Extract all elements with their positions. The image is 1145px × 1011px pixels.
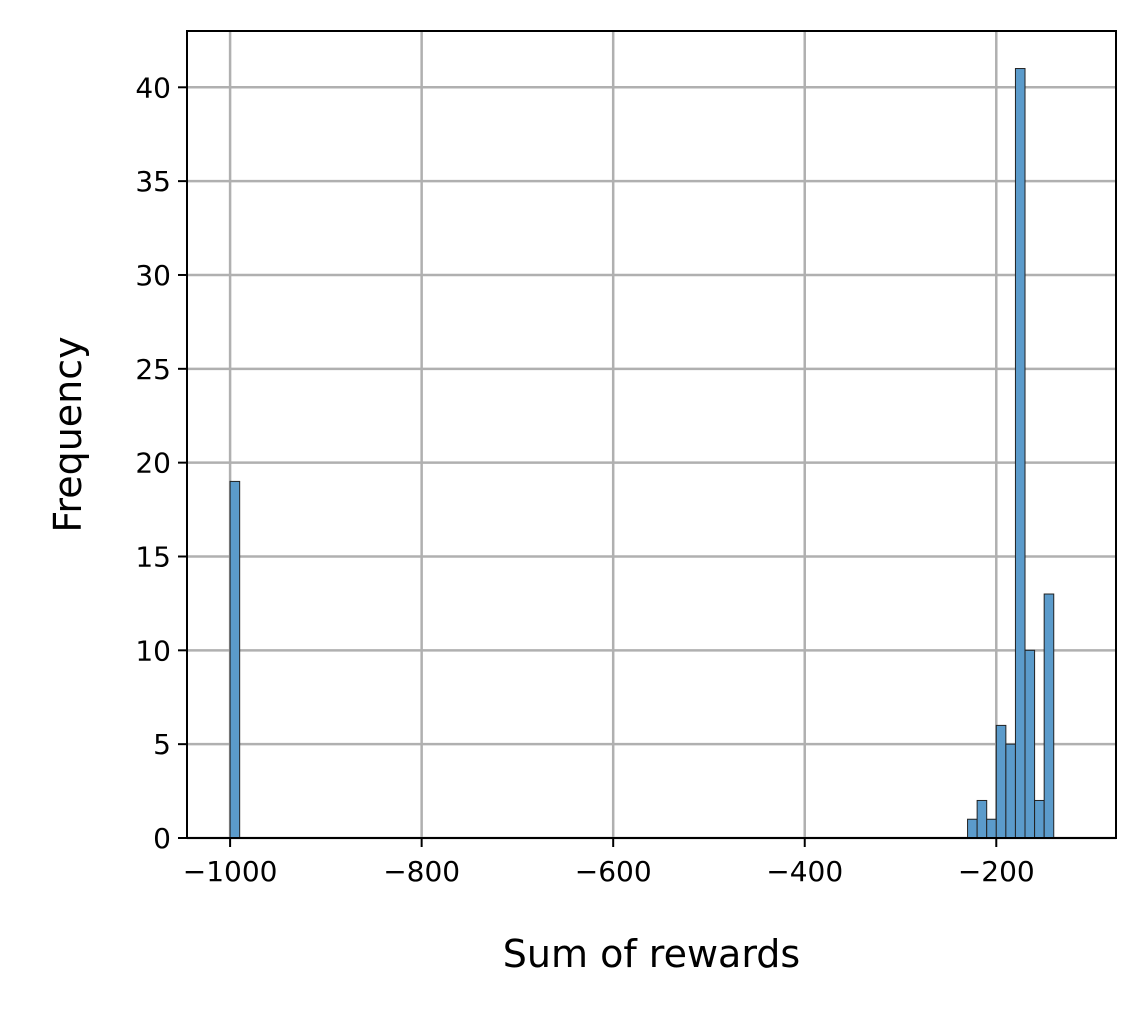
histogram-bar [1034, 799, 1045, 839]
y-tick-label: 10 [135, 634, 171, 667]
y-tick-label: 30 [135, 259, 171, 292]
x-tick-label: −200 [958, 855, 1035, 888]
x-axis-ticks: −1000 −800 −600 −400 −200 [183, 838, 1035, 888]
y-tick-label: 5 [153, 728, 171, 761]
y-axis-title: Frequency [46, 336, 90, 532]
x-tick-label: −800 [383, 855, 460, 888]
y-axis-ticks: 0 5 10 15 20 25 30 35 40 [135, 71, 187, 855]
histogram-bar [995, 724, 1007, 839]
y-tick-label: 40 [135, 71, 171, 104]
histogram-bars [229, 68, 1055, 839]
histogram-bar [1043, 593, 1055, 839]
y-tick-label: 25 [135, 353, 171, 386]
x-tick-label: −600 [575, 855, 652, 888]
y-tick-label: 35 [135, 165, 171, 198]
histogram-bar [1024, 649, 1036, 839]
grid-lines [187, 31, 1116, 840]
y-tick-label: 20 [135, 447, 171, 480]
histogram-bar [1014, 68, 1026, 839]
x-tick-label: −400 [766, 855, 843, 888]
plot-frame [186, 30, 1117, 839]
x-axis-title: Sum of rewards [503, 932, 800, 976]
y-tick-label: 15 [135, 540, 171, 573]
y-tick-label: 0 [153, 822, 171, 855]
histogram-bar [229, 480, 241, 839]
histogram-bar [986, 818, 997, 839]
histogram-bar [967, 818, 978, 839]
histogram-bar [1005, 743, 1016, 839]
x-tick-label: −1000 [183, 855, 278, 888]
histogram-bar [976, 799, 988, 839]
